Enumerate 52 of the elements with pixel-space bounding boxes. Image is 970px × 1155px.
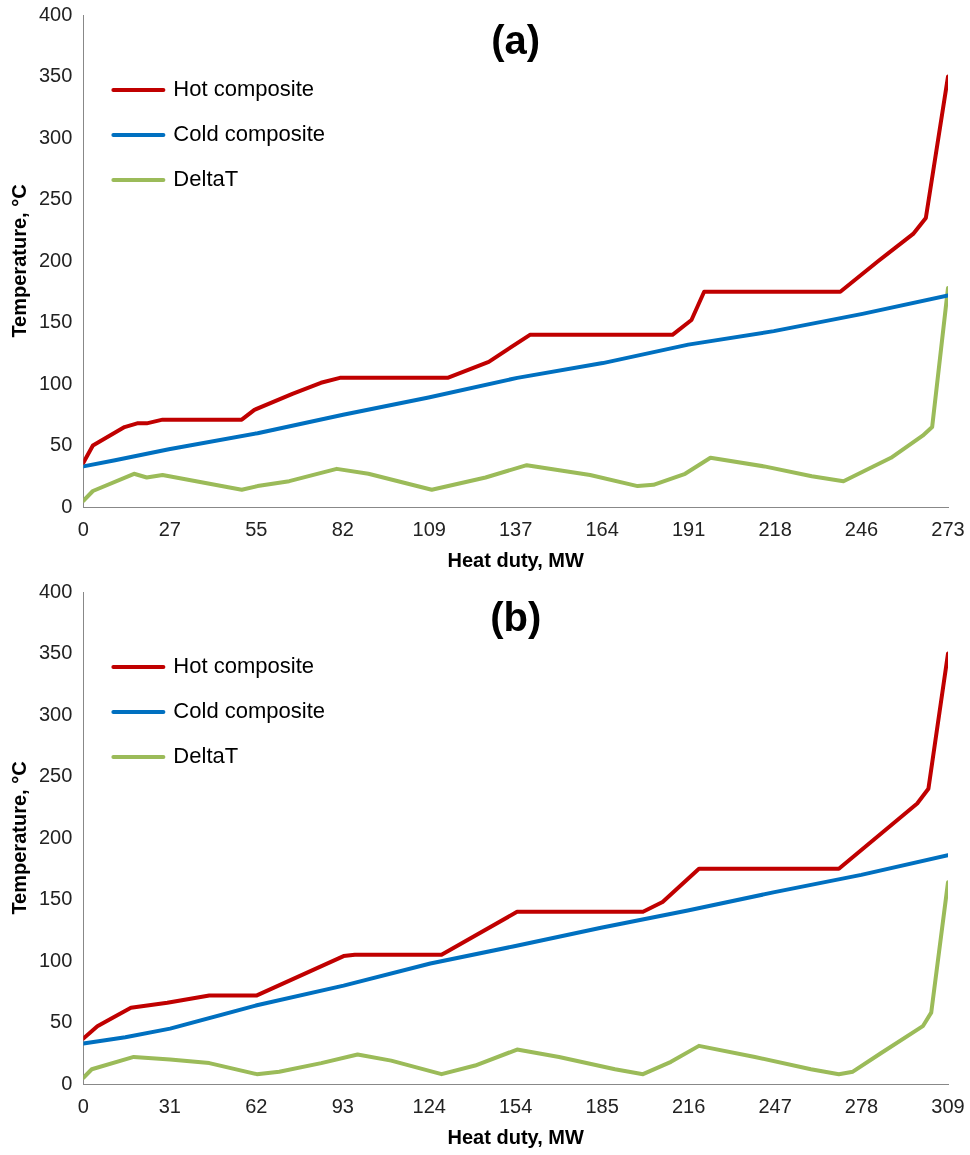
x-tick-label: 62 [245, 1094, 268, 1117]
x-tick-label: 164 [585, 517, 619, 540]
legend-label: DeltaT [173, 743, 239, 769]
y-tick-label: 50 [50, 433, 73, 456]
y-tick-label: 150 [38, 887, 73, 910]
x-tick-label: 27 [158, 517, 181, 540]
y-tick-label: 300 [38, 702, 73, 725]
y-tick-label: 400 [38, 2, 73, 25]
y-tick-label: 100 [38, 948, 73, 971]
legend-label: Hot composite [173, 653, 314, 679]
x-tick-label: 218 [758, 517, 792, 540]
y-tick-label: 100 [38, 371, 73, 394]
y-tick-label: 200 [38, 825, 73, 848]
legend-label: Hot composite [173, 76, 314, 102]
chart-title: (b) [490, 595, 542, 640]
y-tick-label: 150 [38, 310, 73, 333]
x-tick-label: 109 [412, 517, 446, 540]
x-tick-label: 273 [931, 517, 965, 540]
chart-title: (a) [491, 18, 541, 63]
x-axis-title: Heat duty, MW [447, 548, 584, 571]
x-tick-label: 0 [77, 517, 89, 540]
x-tick-label: 124 [412, 1094, 446, 1117]
y-tick-label: 250 [38, 187, 73, 210]
x-tick-label: 55 [245, 517, 268, 540]
x-tick-label: 246 [844, 517, 879, 540]
x-tick-label: 31 [158, 1094, 181, 1117]
x-tick-label: 309 [931, 1094, 965, 1117]
x-tick-label: 185 [585, 1094, 619, 1117]
y-tick-label: 0 [61, 1071, 73, 1094]
x-tick-label: 0 [77, 1094, 89, 1117]
x-tick-label: 191 [671, 517, 706, 540]
x-tick-label: 278 [844, 1094, 879, 1117]
y-tick-label: 350 [38, 641, 73, 664]
y-tick-label: 200 [38, 248, 73, 271]
x-tick-label: 154 [499, 1094, 533, 1117]
y-tick-label: 250 [38, 764, 73, 787]
legend-label: Cold composite [173, 121, 326, 147]
y-tick-label: 0 [61, 494, 73, 517]
y-axis-title: Temperature, °C [7, 184, 30, 338]
x-tick-label: 82 [331, 517, 354, 540]
y-tick-label: 400 [38, 579, 73, 602]
x-tick-label: 216 [671, 1094, 706, 1117]
y-tick-label: 300 [38, 125, 73, 148]
x-tick-label: 93 [331, 1094, 354, 1117]
x-tick-label: 247 [758, 1094, 792, 1117]
y-tick-label: 50 [50, 1010, 73, 1033]
y-tick-label: 350 [38, 64, 73, 87]
x-axis-title: Heat duty, MW [447, 1125, 584, 1148]
legend-label: DeltaT [173, 166, 239, 192]
y-axis-title: Temperature, °C [7, 761, 30, 915]
x-tick-label: 137 [499, 517, 533, 540]
legend-label: Cold composite [173, 698, 326, 724]
